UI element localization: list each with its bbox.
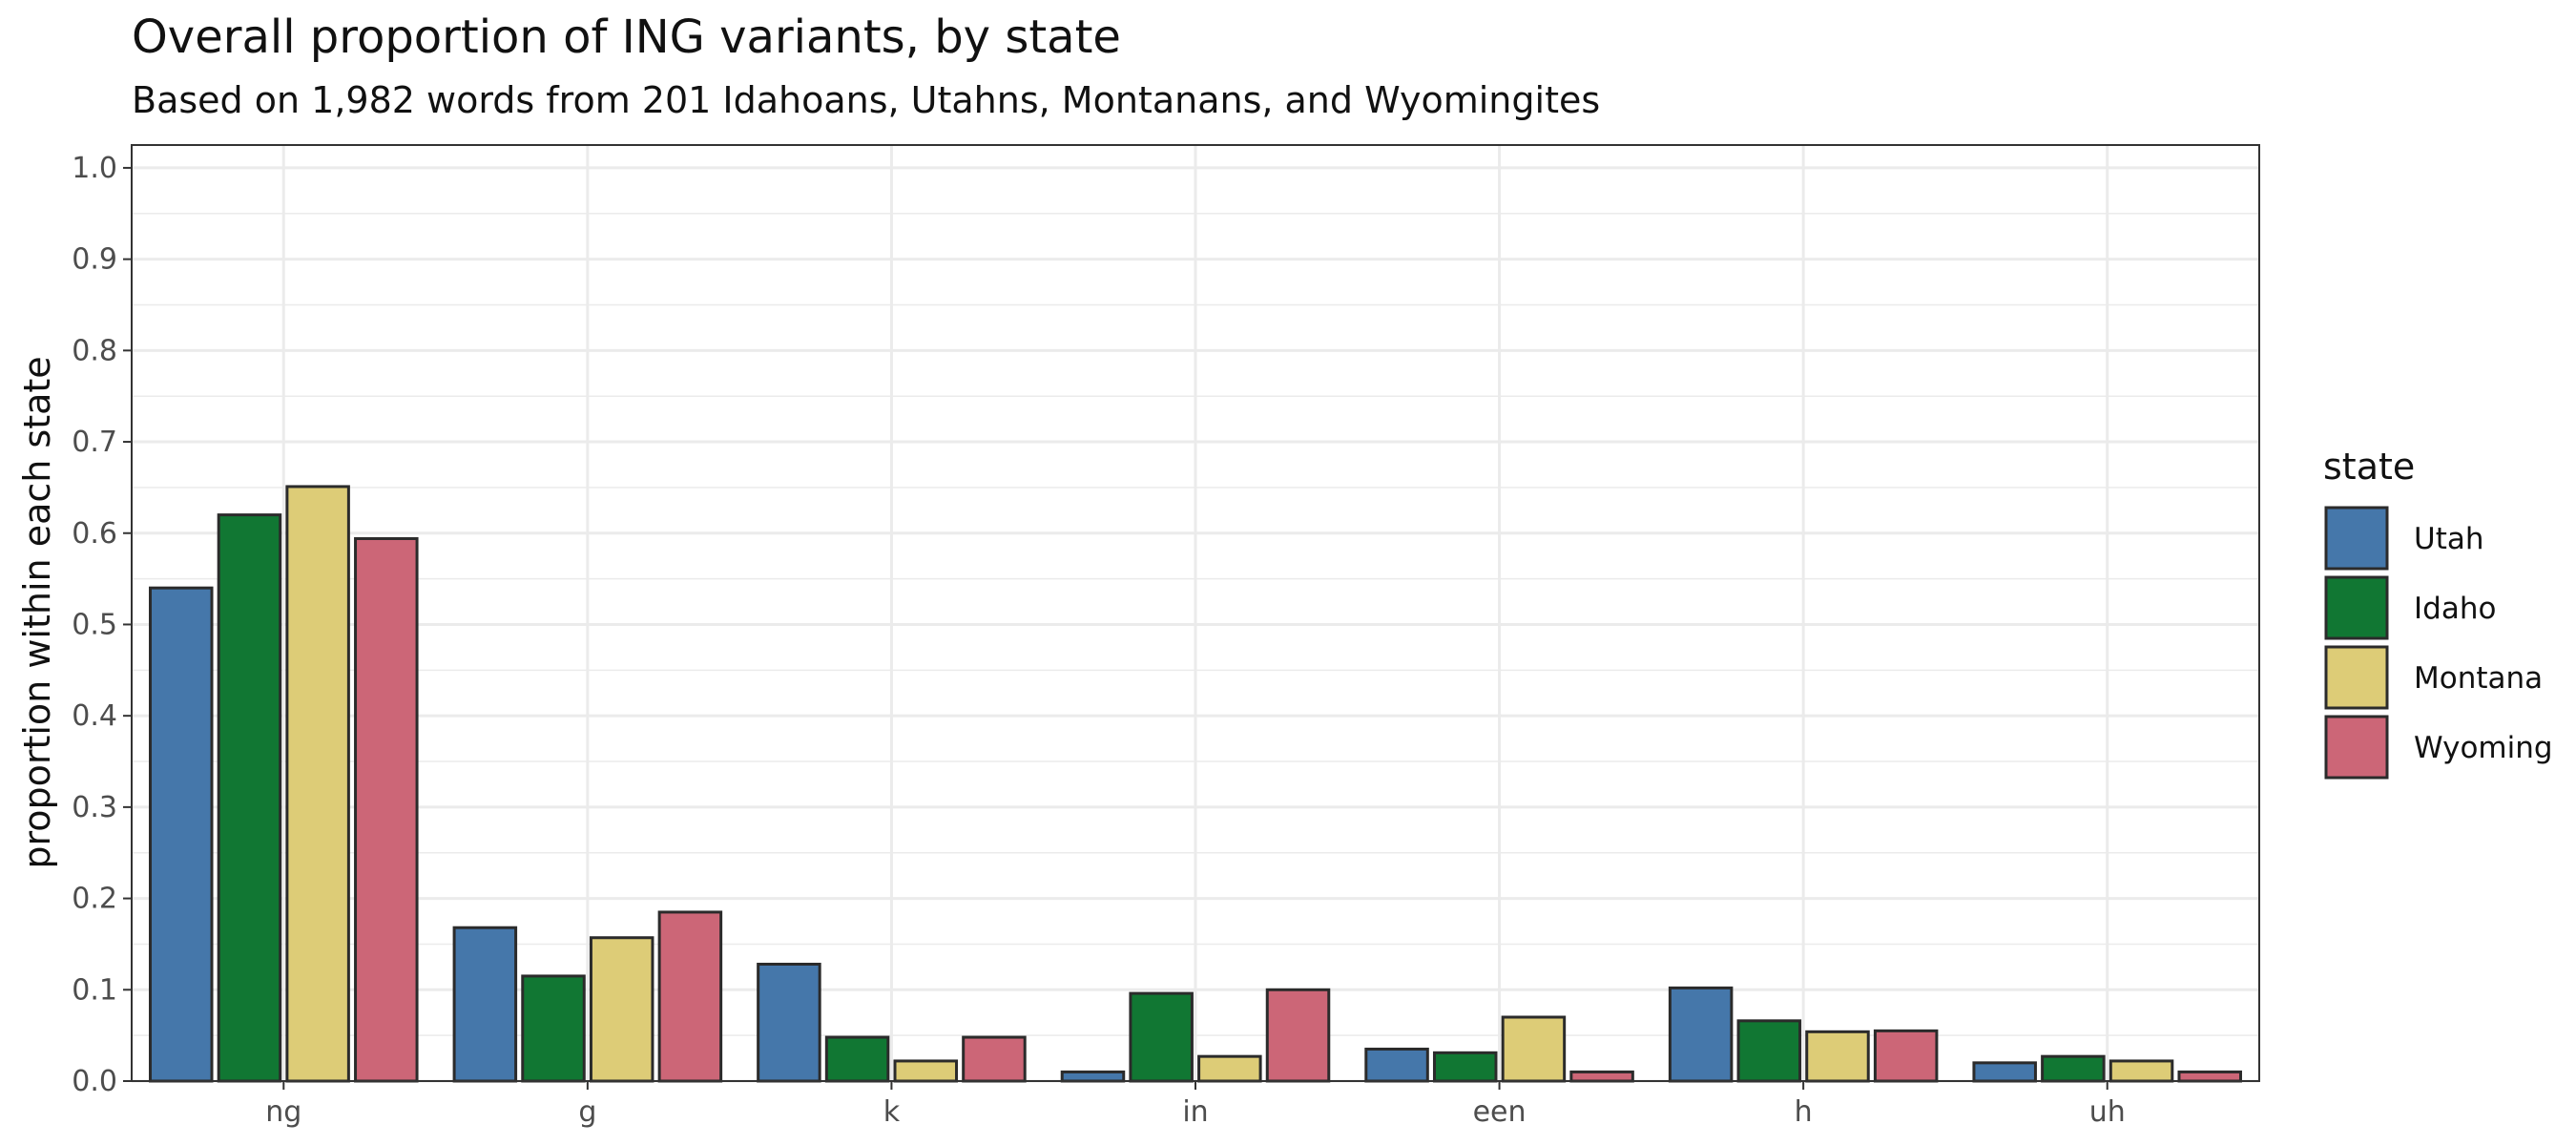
x-tick-label: h <box>1795 1095 1813 1129</box>
x-axis: ng g k in een h uh <box>265 1081 2126 1129</box>
bar-idaho-uh <box>2041 1054 2106 1083</box>
bar-idaho-k <box>824 1035 890 1083</box>
x-tick-label: ng <box>265 1095 301 1129</box>
bar-idaho-in <box>1129 991 1194 1083</box>
chart-title: Overall proportion of ING variants, by s… <box>132 10 1121 64</box>
bar-montana-in <box>1197 1054 1262 1083</box>
y-tick-label: 0.7 <box>72 426 117 459</box>
x-tick-label: in <box>1182 1095 1208 1129</box>
y-tick-label: 0.1 <box>72 973 117 1007</box>
bar-idaho-g <box>521 974 586 1083</box>
legend-title: state <box>2323 446 2415 488</box>
bar-utah-h <box>1668 986 1734 1083</box>
bar-wyoming-h <box>1873 1029 1939 1083</box>
x-tick-label: g <box>578 1095 596 1129</box>
y-tick-label: 0.6 <box>72 517 117 551</box>
y-tick-label: 0.5 <box>72 608 117 641</box>
bar-montana-h <box>1805 1030 1870 1083</box>
y-tick-label: 0.9 <box>72 243 117 277</box>
bar-idaho-h <box>1736 1019 1802 1083</box>
bar-idaho-een <box>1432 1051 1498 1083</box>
bar-montana-g <box>589 936 654 1083</box>
y-tick-label: 0.3 <box>72 791 117 824</box>
bar-idaho-ng <box>217 513 282 1083</box>
x-tick-label: k <box>883 1095 901 1129</box>
bar-wyoming-in <box>1265 988 1331 1083</box>
bar-wyoming-uh <box>2177 1070 2242 1083</box>
bar-utah-k <box>757 962 821 1083</box>
x-tick-label: uh <box>2089 1095 2126 1129</box>
legend-label-montana: Montana <box>2414 661 2543 696</box>
legend-key-idaho <box>2324 575 2389 640</box>
bar-wyoming-k <box>962 1035 1027 1083</box>
legend-label-utah: Utah <box>2414 522 2484 556</box>
bars <box>149 485 2242 1083</box>
bar-wyoming-een <box>1569 1070 1634 1083</box>
y-axis: 0.0 0.1 0.2 0.3 0.4 0.5 0.6 0.7 0.8 0.9 1.0 <box>72 152 132 1098</box>
y-tick-label: 0.8 <box>72 334 117 367</box>
bar-montana-ng <box>285 485 350 1083</box>
bar-montana-een <box>1501 1015 1567 1083</box>
bar-utah-g <box>452 926 518 1083</box>
y-axis-label: proportion within each state <box>16 356 58 868</box>
y-tick-label: 1.0 <box>72 152 117 185</box>
legend-key-utah <box>2324 506 2389 571</box>
y-tick-label: 0.0 <box>72 1065 117 1098</box>
bar-montana-k <box>893 1059 959 1083</box>
bar-utah-uh <box>1972 1061 2037 1083</box>
bar-utah-in <box>1060 1070 1126 1083</box>
bar-wyoming-ng <box>354 536 419 1083</box>
chart-subtitle: Based on 1,982 words from 201 Idahoans, … <box>132 79 1600 121</box>
y-tick-label: 0.2 <box>72 883 117 916</box>
legend-label-wyoming: Wyoming <box>2414 731 2553 765</box>
y-tick-label: 0.4 <box>72 699 117 733</box>
bar-wyoming-g <box>657 910 723 1083</box>
legend: state Utah Idaho Montana Wyoming <box>2323 446 2553 780</box>
legend-label-idaho: Idaho <box>2414 592 2496 626</box>
bar-montana-uh <box>2109 1059 2174 1083</box>
bar-utah-ng <box>149 586 214 1083</box>
bar-utah-een <box>1364 1048 1429 1083</box>
legend-key-wyoming <box>2324 715 2389 780</box>
x-tick-label: een <box>1473 1095 1527 1129</box>
legend-key-montana <box>2324 645 2389 710</box>
